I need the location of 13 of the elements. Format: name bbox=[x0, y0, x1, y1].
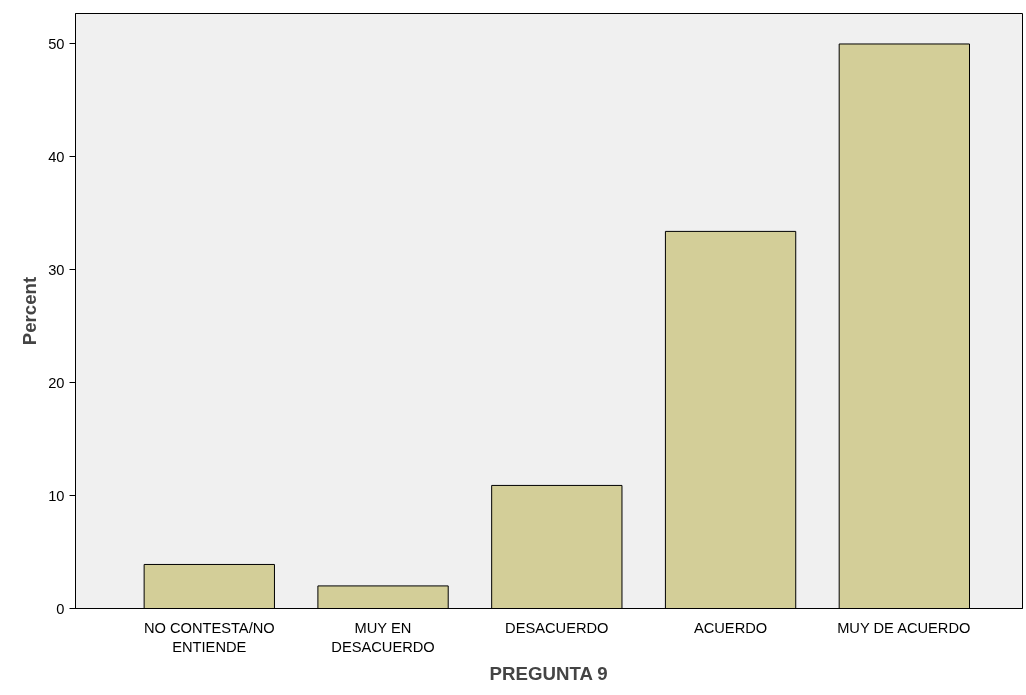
y-tick-label: 10 bbox=[48, 487, 65, 504]
x-tick-label: NO CONTESTA/NO ENTIENDE bbox=[143, 619, 275, 655]
x-tick-label: DESACUERDO bbox=[505, 619, 609, 636]
y-tick-label: 0 bbox=[56, 600, 65, 617]
y-tick-label: 40 bbox=[48, 148, 65, 165]
y-axis-title: Percent bbox=[19, 276, 41, 346]
x-axis-title: PREGUNTA 9 bbox=[489, 662, 608, 684]
y-tick-label: 30 bbox=[48, 261, 65, 278]
x-tick-label: ACUERDO bbox=[693, 619, 768, 636]
x-tick-label: MUY DE ACUERDO bbox=[837, 619, 971, 636]
y-tick-label: 50 bbox=[48, 35, 65, 52]
x-tick-label: MUY EN DESACUERDO bbox=[331, 619, 435, 655]
y-tick-label: 20 bbox=[48, 374, 65, 391]
